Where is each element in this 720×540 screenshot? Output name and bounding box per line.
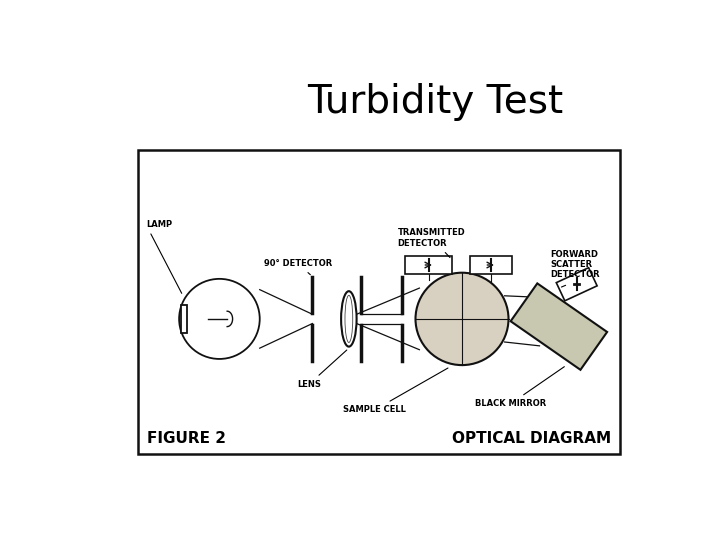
Bar [405,256,452,274]
Text: OPTICAL DIAGRAM: OPTICAL DIAGRAM [451,431,611,446]
Text: TRANSMITTED
DETECTOR: TRANSMITTED DETECTOR [397,228,465,258]
Circle shape [415,273,508,365]
Text: FORWARD
SCATTER
DETECTOR: FORWARD SCATTER DETECTOR [550,249,600,279]
Text: Turbidity Test: Turbidity Test [307,83,563,121]
Polygon shape [557,268,597,301]
Circle shape [179,279,260,359]
Polygon shape [510,284,607,370]
Text: BLACK MIRROR: BLACK MIRROR [475,367,564,408]
Text: 90° DETECTOR: 90° DETECTOR [264,259,332,275]
Text: FIGURE 2: FIGURE 2 [148,431,226,446]
Ellipse shape [341,291,356,347]
Bar [138,150,620,454]
Text: LENS: LENS [297,350,347,389]
Text: LAMP: LAMP [145,220,181,293]
Bar [181,305,187,333]
Text: SAMPLE CELL: SAMPLE CELL [343,368,448,414]
Bar [469,256,513,274]
